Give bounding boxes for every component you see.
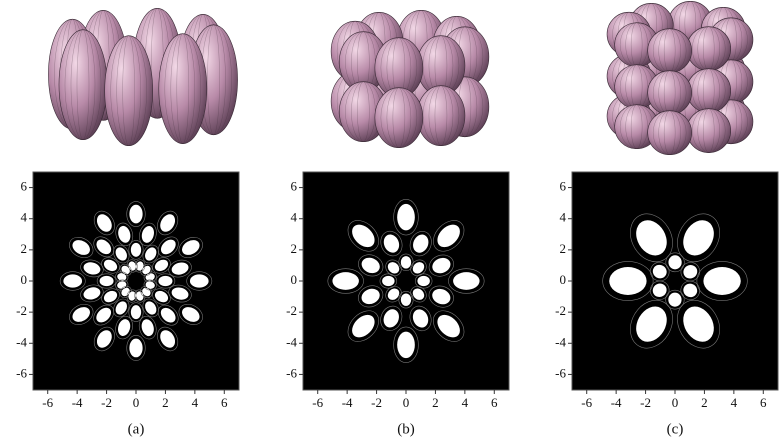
render-lobe — [687, 109, 731, 153]
x-tick-label: -6 — [312, 395, 323, 410]
y-tick-label: 6 — [21, 179, 28, 194]
density-lobe — [401, 256, 411, 268]
x-tick-label: -2 — [640, 395, 651, 410]
panel: -6 -4 -2 0 2 4 6 -6 -4 -2 0 2 4 6 (a) — [16, 8, 239, 437]
density-lobe — [453, 272, 479, 290]
density-lobe — [417, 276, 429, 286]
render-lobe — [648, 71, 692, 115]
x-tick-label: 0 — [403, 395, 410, 410]
x-tick-label: -6 — [581, 395, 592, 410]
x-tick-label: 2 — [701, 395, 708, 410]
x-tick-label: 0 — [672, 395, 679, 410]
y-tick-label: -2 — [555, 303, 566, 318]
y-tick-label: 6 — [560, 179, 567, 194]
density-lobe — [63, 274, 82, 287]
render-lobe — [687, 27, 731, 71]
panel-caption: (c) — [667, 421, 684, 437]
y-tick-label: 4 — [291, 210, 298, 225]
density-lobe — [158, 276, 172, 286]
y-tick-label: 0 — [21, 272, 28, 287]
density-lobe — [131, 243, 141, 257]
y-tick-label: -2 — [16, 303, 27, 318]
x-tick-label: 4 — [192, 395, 199, 410]
y-tick-label: 0 — [560, 272, 567, 287]
y-tick-label: -4 — [16, 334, 27, 349]
density-lobe — [397, 204, 415, 230]
density-lobe — [668, 255, 681, 269]
x-tick-label: -4 — [611, 395, 622, 410]
x-tick-label: 2 — [162, 395, 169, 410]
x-tick-label: -2 — [371, 395, 382, 410]
figure: -6 -4 -2 0 2 4 6 -6 -4 -2 0 2 4 6 (a) -6 -4 -2 0 2 4 6 -6 -4 -2 0… — [0, 0, 782, 438]
density-lobe — [129, 339, 142, 358]
y-tick-label: -4 — [555, 334, 566, 349]
density-lobe — [131, 305, 141, 319]
density-lobe — [397, 332, 415, 358]
x-tick-label: -4 — [342, 395, 353, 410]
x-tick-label: 4 — [731, 395, 738, 410]
density-lobe — [703, 267, 740, 295]
y-tick-label: -4 — [286, 334, 297, 349]
y-tick-label: 2 — [291, 241, 298, 256]
density-lobe — [100, 276, 114, 286]
render-lobe — [417, 86, 465, 146]
y-tick-label: -6 — [555, 365, 566, 380]
panel: -6 -4 -2 0 2 4 6 -6 -4 -2 0 2 4 6 (c) — [555, 1, 778, 437]
x-tick-label: 6 — [491, 395, 498, 410]
y-tick-label: 4 — [560, 210, 567, 225]
y-tick-label: 2 — [21, 241, 28, 256]
panel-caption: (a) — [128, 421, 145, 437]
render-lobe — [105, 36, 153, 146]
y-tick-label: 0 — [291, 272, 298, 287]
density-lobe — [668, 293, 681, 307]
x-tick-label: 4 — [462, 395, 469, 410]
x-tick-label: -6 — [42, 395, 53, 410]
density-lobe — [332, 272, 358, 290]
x-tick-label: -4 — [72, 395, 83, 410]
density-lobe — [382, 276, 394, 286]
y-tick-label: -6 — [286, 365, 297, 380]
y-tick-label: -6 — [16, 365, 27, 380]
density-lobe — [129, 205, 142, 224]
density-lobe — [609, 267, 646, 295]
x-tick-label: 0 — [133, 395, 140, 410]
render-lobe — [375, 88, 423, 148]
x-tick-label: -2 — [101, 395, 112, 410]
density-lobe — [190, 274, 209, 287]
x-tick-label: 6 — [760, 395, 767, 410]
render-lobe — [159, 34, 207, 144]
x-tick-label: 6 — [221, 395, 228, 410]
y-tick-label: 2 — [560, 241, 567, 256]
panel: -6 -4 -2 0 2 4 6 -6 -4 -2 0 2 4 6 (b) — [286, 10, 509, 437]
render-lobe — [687, 69, 731, 113]
y-tick-label: -2 — [286, 303, 297, 318]
render-lobe — [59, 30, 107, 140]
panel-caption: (b) — [397, 421, 415, 437]
density-lobe — [401, 293, 411, 305]
render-lobe — [648, 111, 692, 155]
y-tick-label: 4 — [21, 210, 28, 225]
x-tick-label: 2 — [432, 395, 439, 410]
y-tick-label: 6 — [291, 179, 298, 194]
render-lobe — [648, 29, 692, 73]
